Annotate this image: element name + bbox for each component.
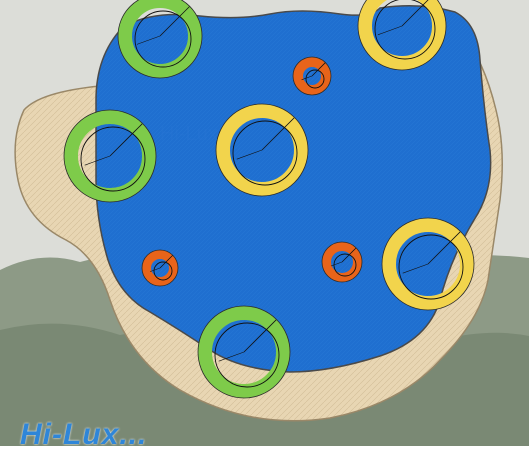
orange-ring-small-top [292, 56, 332, 96]
svg-text:Hi-Lux: Hi-Lux [160, 123, 218, 145]
brand-logo-text: Hi-Lux... [20, 418, 148, 451]
green-ring-left [63, 109, 157, 203]
yellow-ring-center [215, 103, 309, 197]
green-ring-bottom [197, 305, 291, 399]
orange-ring-right [321, 241, 363, 283]
yellow-ring-right [381, 217, 475, 311]
yellow-ring-top-right [357, 0, 447, 71]
orange-ring-left [141, 249, 179, 287]
green-ring-top [117, 0, 203, 79]
